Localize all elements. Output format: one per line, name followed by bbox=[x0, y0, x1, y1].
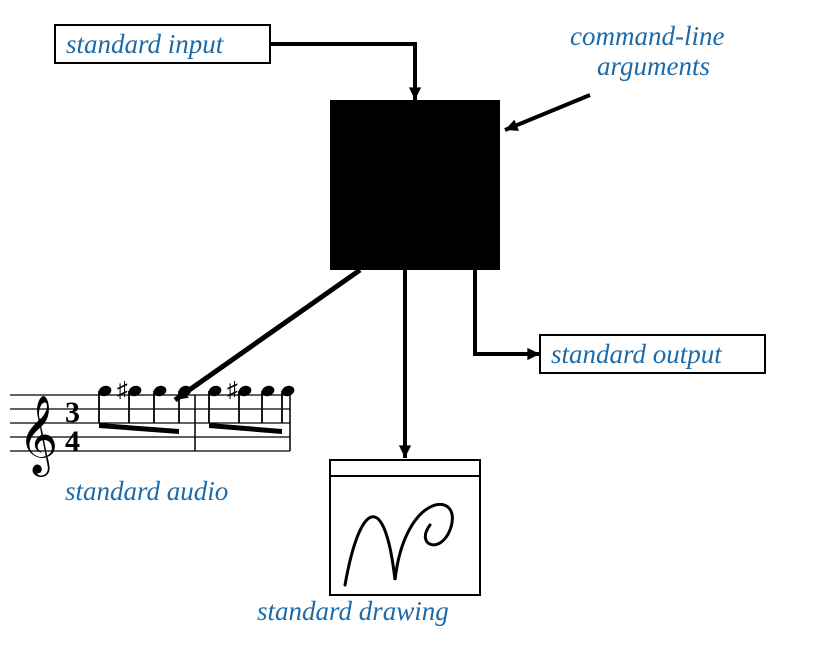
stdout-label: standard output bbox=[551, 339, 723, 369]
treble-clef-icon: 𝄞 bbox=[18, 396, 58, 477]
drawing-label: standard drawing bbox=[257, 596, 449, 626]
svg-text:♯: ♯ bbox=[117, 377, 128, 402]
stdin-label: standard input bbox=[66, 29, 225, 59]
audio-label: standard audio bbox=[65, 476, 228, 506]
drawing-icon bbox=[330, 460, 480, 595]
central-process-box bbox=[330, 100, 500, 270]
cmdline-label-2: arguments bbox=[597, 51, 710, 81]
svg-text:4: 4 bbox=[65, 425, 80, 458]
cmdline-label-1: command-line bbox=[570, 21, 724, 51]
svg-text:♯: ♯ bbox=[227, 377, 238, 402]
